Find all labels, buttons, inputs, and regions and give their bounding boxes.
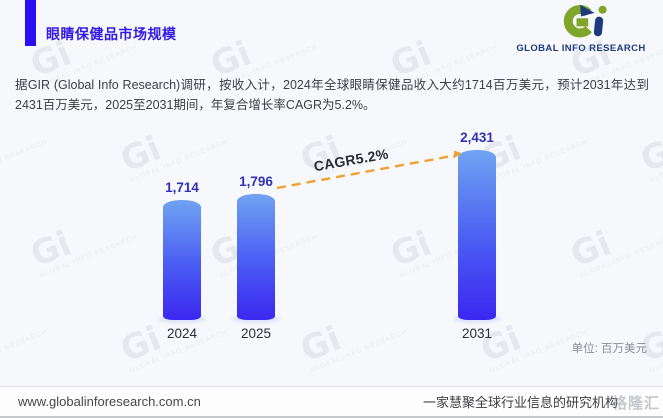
summary-paragraph: 据GIR (Global Info Research)调研，按收入计，2024年… [15,77,649,112]
corner-watermark: 格隆汇 [611,395,660,412]
x-axis-label: 2031 [461,326,493,341]
company-logo: GLOBAL INFO RESEARCH [513,4,649,54]
bar-chart: 1,714 2024 1,796 2025 2,431 2031 CAGR5.2% 单位:… [0,108,663,360]
bar-value-label: 1,714 [165,180,199,195]
x-axis-label: 2024 [166,326,198,341]
page-title: 眼睛保健品市场规模 [46,26,177,42]
footer-slogan: 一家慧聚全球行业信息的研究机构 [422,395,618,410]
bar-group: 1,714 2024 [150,108,214,360]
bar-group: 1,796 2025 [224,108,288,360]
unit-label: 单位: 百万美元 [571,343,647,355]
bar-group: 2,431 2031 [445,108,509,360]
cagr-annotation: CAGR5.2% [312,145,390,175]
footer: www.globalinforesearch.com.cn 一家慧聚全球行业信息… [0,386,663,418]
header: 眼睛保健品市场规模 GLOBAL INFO RESEARCH [0,0,663,56]
bar-value-label: 1,796 [239,174,273,189]
gi-logo-icon [554,4,608,38]
cagr-trend-arrow [276,150,462,190]
bar-2031 [458,150,496,320]
bar-2024 [163,200,201,320]
title-accent-bar [25,0,36,46]
website-url: www.globalinforesearch.com.cn [18,394,201,409]
company-logo-name: GLOBAL INFO RESEARCH [516,43,646,54]
bar-value-label: 2,431 [460,130,494,145]
x-axis-label: 2025 [240,326,272,341]
bar-2025 [237,194,275,320]
